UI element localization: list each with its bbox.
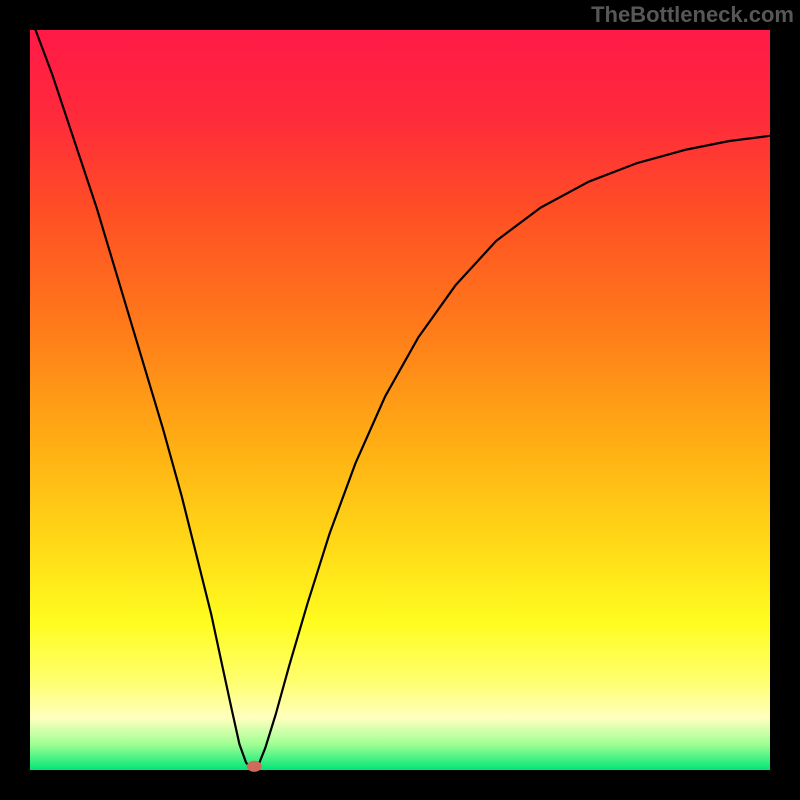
- watermark: TheBottleneck.com: [591, 2, 794, 27]
- plot-area: [30, 30, 770, 770]
- optimal-marker: [247, 761, 261, 771]
